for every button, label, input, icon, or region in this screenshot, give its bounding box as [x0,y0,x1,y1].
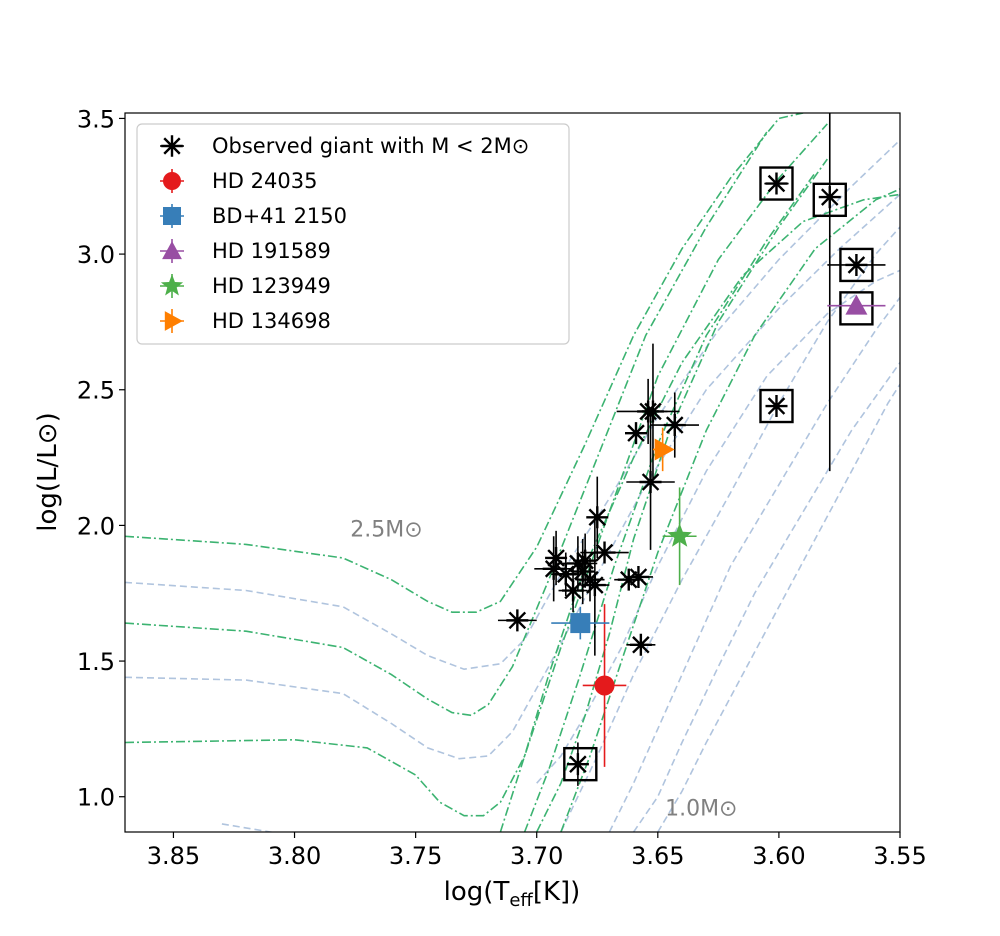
y-axis-label: log(L/L⊙) [33,412,63,531]
track-g1 [125,113,804,613]
track-b7 [560,226,900,832]
y-axis-ticks: 1.0 1.5 2.0 2.5 3.0 3.5 [77,105,125,812]
x-tick-label-5: 3.60 [752,842,805,870]
highlight-hd-123949 [667,523,692,547]
annotation-1p0-msun: 1.0M⊙ [665,797,737,822]
track-g3 [125,123,828,817]
box-marker-4 [759,388,794,424]
giant-point-5 [566,552,589,575]
legend-label-1: HD 24035 [212,169,317,193]
giant-point-9 [583,574,606,597]
box-marker-0 [759,166,794,201]
giant-point-15 [625,422,648,445]
y-tick-label-3: 2.5 [77,377,115,405]
giant-point-23 [845,253,868,276]
legend-frame [136,123,570,345]
y-tick-label-2: 2.0 [77,512,115,540]
giant-point-2 [545,546,568,569]
track-g7 [499,193,900,832]
track-g4 [535,158,828,832]
data-points [497,113,886,786]
box-marker-5 [563,746,598,782]
highlight-hd-191589 [845,294,868,315]
legend-marker-1 [163,172,181,190]
giant-point-7 [574,549,597,572]
legend-label-5: HD 134698 [212,309,331,333]
giant-point-22 [818,186,841,209]
legend-marker-2 [163,207,181,225]
y-tick-label-0: 1.0 [77,784,115,812]
x-tick-label-0: 3.85 [147,842,200,870]
track-g2 [125,131,768,717]
highlight-bd-41-2150 [570,613,591,634]
x-tick-label-3: 3.70 [510,842,563,870]
x-axis-ticks: 3.85 3.80 3.75 3.70 3.65 3.60 3.55 [147,832,927,870]
legend-marker-3 [162,241,182,260]
giant-point-3 [554,563,577,586]
giant-point-1 [542,557,565,580]
giant-point-13 [627,565,650,588]
giant-point-19 [663,414,686,437]
legend: Observed giant with M < 2M⊙ HD 24035 BD+41… [136,123,570,345]
y-tick-label-4: 3.0 [77,241,115,269]
legend-marker-5 [164,311,183,331]
legend-marker-4 [160,274,184,296]
box-marker-3 [839,291,874,326]
giant-point-12 [617,568,640,591]
giant-point-14 [629,633,652,656]
legend-label-3: HD 191589 [212,239,331,263]
annotation-2p5-msun: 2.5M⊙ [350,517,422,542]
track-b6 [632,362,900,832]
track-b8 [657,383,900,832]
x-axis-label: log(Teff[K]) [444,877,581,911]
legend-label-4: HD 123949 [212,274,331,298]
giant-point-11 [593,541,616,564]
giant-point-4 [562,579,585,602]
x-tick-label-6: 3.55 [873,842,926,870]
giant-point-20 [566,753,589,776]
giant-point-21 [765,172,788,195]
giant-point-17 [641,400,664,423]
giant-point-0 [506,609,529,632]
giant-point-24 [765,395,788,418]
highlight-hd-134698 [654,438,675,461]
track-g6 [560,188,900,832]
x-tick-label-4: 3.65 [631,842,684,870]
track-b5 [608,297,900,832]
evolutionary-tracks [125,113,900,832]
legend-label-2: BD+41 2150 [212,204,347,228]
x-tick-label-2: 3.75 [389,842,442,870]
giant-point-10 [586,506,609,529]
track-g5 [523,172,816,832]
x-tick-label-1: 3.80 [268,842,321,870]
giant-point-18 [639,470,662,493]
plot-frame [124,112,901,833]
y-tick-label-5: 3.5 [77,105,115,133]
track-b4 [536,269,900,784]
legend-label-0: Observed giant with M < 2M⊙ [212,134,529,158]
y-tick-label-1: 1.5 [77,648,115,676]
legend-marker-0 [161,135,183,157]
highlight-hd-24035 [594,675,615,696]
